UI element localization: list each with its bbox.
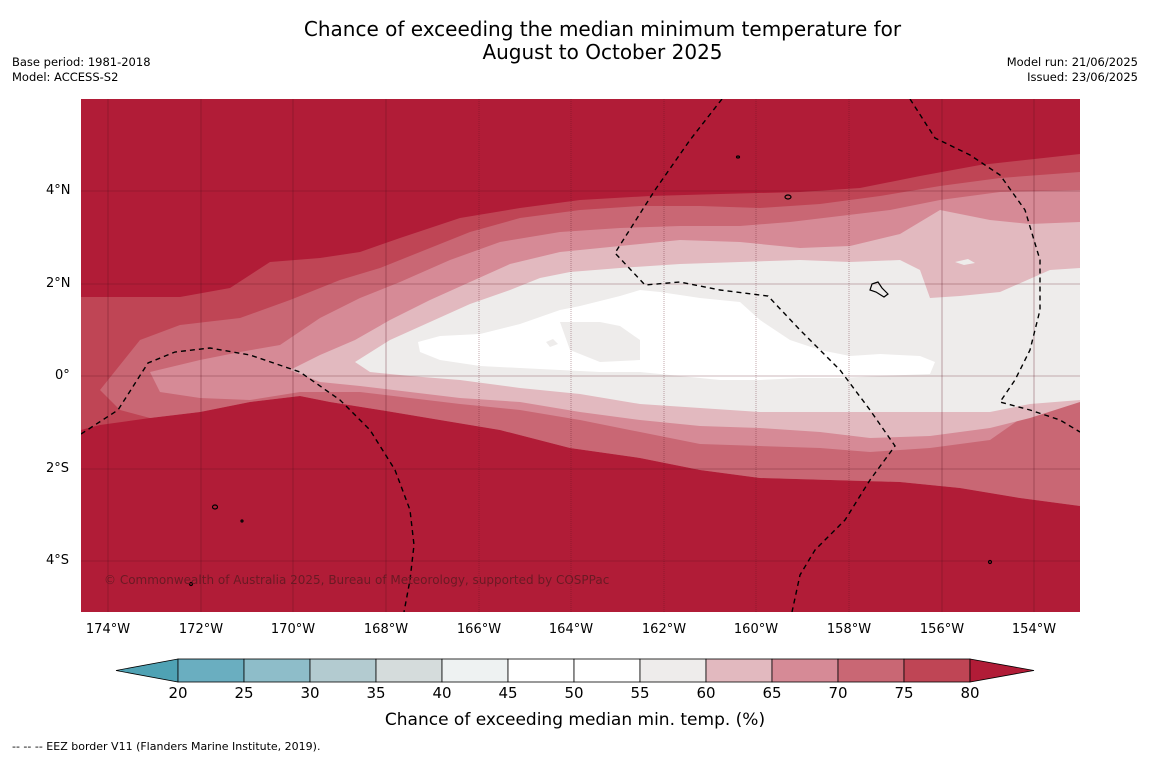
- island-icon: [211, 504, 219, 510]
- colorbar-tick: 45: [498, 684, 518, 702]
- lon-label: 164°W: [548, 622, 594, 637]
- footnote: -- -- -- EEZ border V11 (Flanders Marine…: [12, 740, 321, 753]
- colorbar-tick: 70: [828, 684, 848, 702]
- band-60-spot: [955, 259, 975, 265]
- colorbar-tick: 20: [168, 684, 188, 702]
- colorbar-tick: 75: [894, 684, 914, 702]
- island-icon: [987, 559, 993, 565]
- lat-label-4s: 4°S: [46, 553, 70, 568]
- colorbar-arrow-low: [115, 658, 179, 683]
- islands: [188, 155, 993, 587]
- eez-borders: [81, 99, 1080, 612]
- lat-label-2n: 2°N: [46, 276, 71, 291]
- lon-label: 168°W: [363, 622, 409, 637]
- meta-left: Base period: 1981-2018 Model: ACCESS-S2: [12, 55, 151, 85]
- title-line-1: Chance of exceeding the median minimum t…: [303, 17, 902, 41]
- lon-label: 166°W: [456, 622, 502, 637]
- band-55-island: [560, 322, 640, 362]
- lon-label: 162°W: [641, 622, 687, 637]
- lon-label: 156°W: [919, 622, 965, 637]
- issued-date: Issued: 23/06/2025: [1027, 70, 1138, 84]
- colorbar-title: Chance of exceeding median min. temp. (%…: [384, 710, 766, 730]
- colorbar-tick: 60: [696, 684, 716, 702]
- island-icon: [240, 519, 244, 523]
- model-name: Model: ACCESS-S2: [12, 70, 119, 84]
- colorbar-tick: 65: [762, 684, 782, 702]
- copyright-notice: © Commonwealth of Australia 2025, Bureau…: [104, 573, 610, 587]
- base-period: Base period: 1981-2018: [12, 55, 151, 69]
- probability-contours: [81, 99, 1080, 612]
- colorbar-segment: [441, 658, 509, 683]
- colorbar-segment: [903, 658, 971, 683]
- colorbar-segment: [507, 658, 575, 683]
- colorbar-tick: 25: [234, 684, 254, 702]
- colorbar-tick: 40: [432, 684, 452, 702]
- lat-label-4n: 4°N: [46, 183, 71, 198]
- eez-border-central: [614, 99, 896, 612]
- colorbar-segment: [771, 658, 839, 683]
- model-run: Model run: 21/06/2025: [1006, 55, 1138, 69]
- lon-label: 160°W: [733, 622, 779, 637]
- lat-label-0: 0°: [55, 368, 70, 383]
- band-55-spot: [546, 339, 558, 347]
- lon-label: 154°W: [1011, 622, 1057, 637]
- meta-right: Model run: 21/06/2025 Issued: 23/06/2025: [1007, 55, 1138, 85]
- lon-label: 170°W: [270, 622, 316, 637]
- colorbar-segment: [837, 658, 905, 683]
- lon-label: 172°W: [178, 622, 224, 637]
- colorbar: [115, 658, 1035, 683]
- island-kiritimati-icon: [869, 281, 889, 298]
- colorbar-tick: 55: [630, 684, 650, 702]
- colorbar-segment: [705, 658, 773, 683]
- island-icon: [784, 194, 792, 200]
- colorbar-tick: 50: [564, 684, 584, 702]
- colorbar-segment: [177, 658, 245, 683]
- lat-label-2s: 2°S: [46, 461, 70, 476]
- lon-label: 158°W: [826, 622, 872, 637]
- colorbar-segment: [639, 658, 707, 683]
- island-icon: [735, 155, 741, 159]
- colorbar-segment: [573, 658, 641, 683]
- chart-title: Chance of exceeding the median minimum t…: [0, 18, 1150, 64]
- colorbar-segment: [375, 658, 443, 683]
- colorbar-segment: [243, 658, 311, 683]
- colorbar-tick: 80: [960, 684, 980, 702]
- colorbar-tick: 35: [366, 684, 386, 702]
- band-50: [418, 290, 935, 380]
- colorbar-tick: 30: [300, 684, 320, 702]
- eez-border-east: [909, 99, 1080, 433]
- colorbar-arrow-high: [969, 658, 1035, 683]
- lon-label: 174°W: [85, 622, 131, 637]
- eez-border-west: [81, 347, 415, 612]
- island-icon: [188, 581, 194, 587]
- colorbar-segment: [309, 658, 377, 683]
- graticule: [81, 99, 1080, 612]
- title-line-2: August to October 2025: [482, 40, 723, 64]
